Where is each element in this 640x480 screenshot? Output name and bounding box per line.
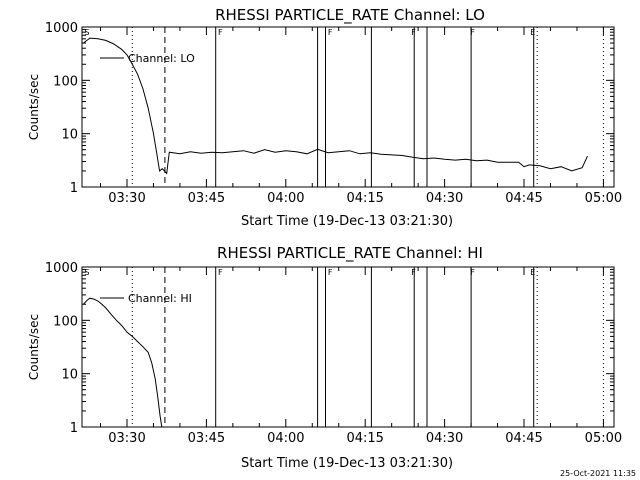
x-tick-label: 04:30 <box>426 191 463 206</box>
flag-letter: F <box>470 268 475 277</box>
y-axis-label-lo: Counts/sec <box>27 74 41 140</box>
axis-ticks-hi <box>82 266 614 428</box>
series-line-lo <box>82 37 588 175</box>
flag-letter: F <box>218 268 223 277</box>
x-tick-label: 04:15 <box>346 431 383 446</box>
chart-panel-lo: RHESSI PARTICLE_RATE Channel: LO Counts/… <box>27 6 622 229</box>
x-axis-label-hi: Start Time (19-Dec-13 03:21:30) <box>241 456 453 471</box>
marker-lines-hi <box>131 267 604 427</box>
flag-letter: E <box>530 268 535 277</box>
series-line-hi <box>82 297 163 428</box>
plot-frame-lo <box>81 26 615 188</box>
y-tick-label: 100 <box>53 74 78 89</box>
flag-letter: F <box>470 28 475 37</box>
x-tick-label: 04:15 <box>346 191 383 206</box>
series-group-lo <box>82 37 588 175</box>
flag-letter: F <box>411 28 416 37</box>
flag-letter: F <box>328 28 333 37</box>
chart-title-hi: RHESSI PARTICLE_RATE Channel: HI <box>217 244 483 263</box>
x-tick-label: 04:30 <box>426 431 463 446</box>
y-axis-label-hi: Counts/sec <box>27 314 41 380</box>
x-tick-label: 03:30 <box>108 431 145 446</box>
flag-letter: S <box>84 268 89 277</box>
x-tick-label: 03:45 <box>188 431 225 446</box>
flag-letter: E <box>530 28 535 37</box>
legend-lo: Channel: LO <box>100 52 195 65</box>
y-tick-label: 100 <box>53 314 78 329</box>
x-tick-labels-hi: 03:30 03:45 04:00 04:15 04:30 04:45 05:00 <box>108 431 622 446</box>
y-tick-label: 1 <box>70 421 78 436</box>
x-axis-label-lo: Start Time (19-Dec-13 03:21:30) <box>241 214 453 229</box>
marker-lines-lo <box>131 27 604 187</box>
x-tick-label: 05:00 <box>585 191 622 206</box>
x-tick-label: 03:45 <box>188 191 225 206</box>
flag-letter: F <box>328 268 333 277</box>
x-tick-label: 04:45 <box>505 191 542 206</box>
y-tick-labels-hi: 1 10 100 1000 <box>45 261 78 436</box>
x-tick-label: 04:45 <box>505 431 542 446</box>
series-group-hi <box>82 297 163 428</box>
y-tick-label: 10 <box>61 128 78 143</box>
plot-frame-hi <box>81 266 615 428</box>
y-tick-label: 1 <box>70 181 78 196</box>
x-tick-labels-lo: 03:30 03:45 04:00 04:15 04:30 04:45 05:00 <box>108 191 622 206</box>
legend-label-hi: Channel: HI <box>128 292 192 305</box>
y-tick-label: 10 <box>61 368 78 383</box>
flag-letter: F <box>411 268 416 277</box>
x-tick-label: 04:00 <box>267 431 304 446</box>
y-tick-labels-lo: 1 10 100 1000 <box>45 21 78 196</box>
legend-hi: Channel: HI <box>100 292 192 305</box>
flag-letter: F <box>218 28 223 37</box>
y-tick-label: 1000 <box>45 21 78 36</box>
axis-ticks-lo <box>82 26 614 188</box>
chart-panel-hi: RHESSI PARTICLE_RATE Channel: HI Counts/… <box>27 244 622 471</box>
footer-timestamp: 25-Oct-2021 11:35 <box>560 469 636 478</box>
y-tick-label: 1000 <box>45 261 78 276</box>
chart-title-lo: RHESSI PARTICLE_RATE Channel: LO <box>215 6 485 25</box>
x-tick-label: 05:00 <box>585 431 622 446</box>
x-tick-label: 03:30 <box>108 191 145 206</box>
legend-label-lo: Channel: LO <box>128 52 195 65</box>
flag-letter: S <box>84 28 89 37</box>
x-tick-label: 04:00 <box>267 191 304 206</box>
